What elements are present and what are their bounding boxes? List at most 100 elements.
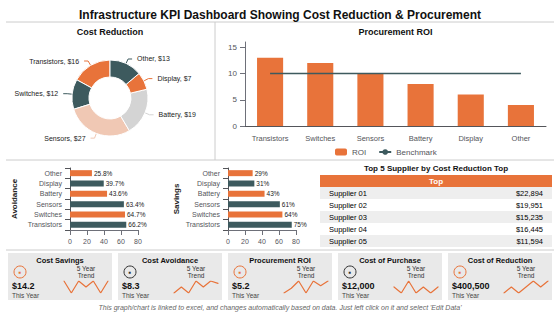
svg-text:$12,000: $12,000 <box>342 281 375 291</box>
svg-text:Transistors: Transistors <box>28 221 63 228</box>
svg-text:60: 60 <box>275 238 283 245</box>
svg-text:Display: Display <box>39 180 62 188</box>
svg-text:5 Year: 5 Year <box>187 265 206 272</box>
svg-text:Supplier 03: Supplier 03 <box>329 213 367 222</box>
svg-text:▪: ▪ <box>19 268 22 277</box>
svg-text:Cost Savings: Cost Savings <box>36 256 84 265</box>
svg-text:Sensors: Sensors <box>194 201 220 208</box>
svg-text:64.7%: 64.7% <box>127 211 146 218</box>
svg-text:Other, $13: Other, $13 <box>137 55 170 62</box>
svg-text:Transistors, $16: Transistors, $16 <box>29 58 79 65</box>
svg-text:10: 10 <box>228 69 237 78</box>
svg-text:Other: Other <box>44 170 62 177</box>
svg-text:Top 5 Supplier by Cost Reducti: Top 5 Supplier by Cost Reduction Top <box>364 164 508 173</box>
svg-text:Switches, $12: Switches, $12 <box>15 90 59 97</box>
svg-text:5 Year: 5 Year <box>77 265 96 272</box>
svg-text:Infrastructure KPI Dashboard S: Infrastructure KPI Dashboard Showing Cos… <box>79 8 481 22</box>
svg-text:Cost of Purchase: Cost of Purchase <box>359 256 421 265</box>
svg-text:Transistors: Transistors <box>252 134 289 143</box>
svg-text:75%: 75% <box>294 221 307 228</box>
svg-text:ROI: ROI <box>352 148 366 157</box>
svg-text:Battery, $19: Battery, $19 <box>159 111 196 119</box>
svg-text:31%: 31% <box>256 180 269 187</box>
svg-text:0: 0 <box>233 122 238 131</box>
svg-text:$400,500: $400,500 <box>452 281 490 291</box>
svg-text:This Year: This Year <box>342 292 370 299</box>
svg-text:▪: ▪ <box>239 268 242 277</box>
svg-text:Display: Display <box>197 180 220 188</box>
svg-text:43%: 43% <box>267 190 280 197</box>
svg-text:5: 5 <box>233 95 238 104</box>
svg-text:20: 20 <box>83 238 91 245</box>
svg-text:This Year: This Year <box>452 292 480 299</box>
svg-text:Procurement ROI: Procurement ROI <box>249 256 311 265</box>
svg-text:80: 80 <box>292 238 300 245</box>
svg-text:$8.3: $8.3 <box>122 281 140 291</box>
svg-text:Benchmark: Benchmark <box>396 148 437 157</box>
svg-text:43.6%: 43.6% <box>109 190 128 197</box>
svg-text:$15,235: $15,235 <box>516 213 543 222</box>
svg-text:64%: 64% <box>284 211 297 218</box>
svg-text:0: 0 <box>226 238 230 245</box>
svg-text:29%: 29% <box>255 170 268 177</box>
svg-text:Savings: Savings <box>172 183 181 214</box>
svg-text:$22,894: $22,894 <box>516 189 543 198</box>
svg-text:60: 60 <box>117 238 125 245</box>
svg-text:This Year: This Year <box>232 292 260 299</box>
svg-text:40: 40 <box>258 238 266 245</box>
svg-text:$14.2: $14.2 <box>12 281 35 291</box>
svg-text:Switches: Switches <box>34 211 63 218</box>
svg-text:63.4%: 63.4% <box>126 201 145 208</box>
svg-text:Sensors, $27: Sensors, $27 <box>44 135 85 142</box>
svg-text:Cost Reduction: Cost Reduction <box>77 27 144 37</box>
svg-text:15: 15 <box>228 43 237 52</box>
svg-text:Other: Other <box>512 134 531 143</box>
svg-text:39.7%: 39.7% <box>106 180 125 187</box>
svg-text:Top: Top <box>429 177 443 186</box>
svg-text:Supplier 01: Supplier 01 <box>329 189 367 198</box>
svg-text:This Year: This Year <box>122 292 150 299</box>
svg-text:▪: ▪ <box>459 268 462 277</box>
svg-text:5 Year: 5 Year <box>517 265 536 272</box>
svg-text:25.8%: 25.8% <box>94 170 113 177</box>
svg-text:Other: Other <box>202 170 220 177</box>
svg-text:Trend: Trend <box>78 272 95 279</box>
svg-text:Switches: Switches <box>192 211 221 218</box>
svg-text:Battery: Battery <box>198 190 221 198</box>
svg-text:5 Year: 5 Year <box>407 265 426 272</box>
svg-text:Sensors: Sensors <box>36 201 62 208</box>
svg-text:$16,445: $16,445 <box>516 225 543 234</box>
svg-text:40: 40 <box>100 238 108 245</box>
svg-text:Trend: Trend <box>298 272 315 279</box>
svg-text:Trend: Trend <box>188 272 205 279</box>
svg-text:This Year: This Year <box>12 292 40 299</box>
svg-text:66.2%: 66.2% <box>128 221 147 228</box>
svg-text:Sensors: Sensors <box>357 134 385 143</box>
svg-text:This graph/chart is linked to: This graph/chart is linked to excel, and… <box>99 304 463 312</box>
svg-text:▪: ▪ <box>129 268 132 277</box>
svg-text:Trend: Trend <box>518 272 535 279</box>
svg-text:Transistors: Transistors <box>186 221 221 228</box>
svg-text:Avoidance: Avoidance <box>10 178 19 219</box>
svg-text:$5.2: $5.2 <box>232 281 250 291</box>
svg-text:Cost Avoidance: Cost Avoidance <box>142 256 198 265</box>
svg-text:20: 20 <box>241 238 249 245</box>
svg-text:Battery: Battery <box>40 190 63 198</box>
svg-text:Display: Display <box>458 134 483 143</box>
svg-text:$11,594: $11,594 <box>516 237 543 246</box>
svg-text:Supplier 02: Supplier 02 <box>329 201 367 210</box>
svg-text:61%: 61% <box>282 201 295 208</box>
svg-text:Trend: Trend <box>408 272 425 279</box>
svg-text:Supplier 04: Supplier 04 <box>329 225 367 234</box>
svg-text:Switches: Switches <box>305 134 335 143</box>
svg-text:5 Year: 5 Year <box>297 265 316 272</box>
svg-text:Display, $7: Display, $7 <box>157 75 191 83</box>
svg-text:Battery: Battery <box>409 134 433 143</box>
svg-text:$19,951: $19,951 <box>516 201 543 210</box>
svg-text:Cost of Reduction: Cost of Reduction <box>468 256 533 265</box>
svg-text:80: 80 <box>134 238 142 245</box>
svg-text:Supplier 05: Supplier 05 <box>329 237 367 246</box>
svg-text:Procurement ROI: Procurement ROI <box>358 27 432 37</box>
svg-text:▪: ▪ <box>349 268 352 277</box>
svg-text:0: 0 <box>68 238 72 245</box>
